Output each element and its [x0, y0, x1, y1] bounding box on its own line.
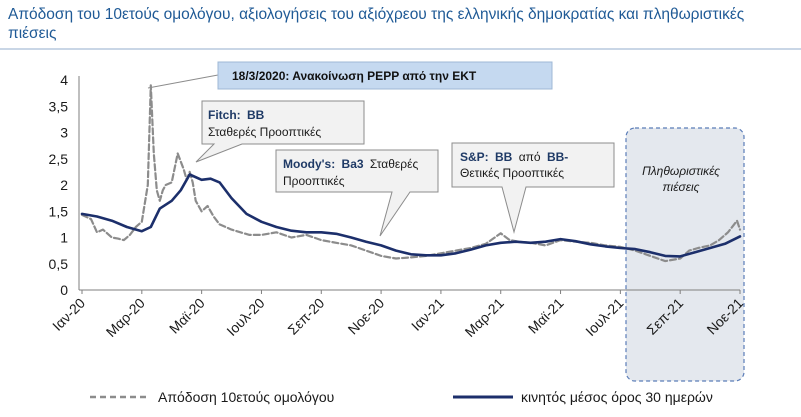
x-tick-label: Μαρ-21	[462, 295, 507, 340]
y-tick-label: 0,5	[49, 256, 69, 272]
x-tick-label: Σεπ-20	[284, 295, 327, 338]
x-tick-label: Μαϊ-20	[166, 295, 208, 337]
x-tick-label: Ιουλ-21	[582, 295, 626, 339]
svg-text:Moody's: Ba3 Σταθερές: Moody's: Ba3 Σταθερές	[283, 157, 418, 171]
fitch-outlook: Σταθερές Προοπτικές	[208, 125, 321, 139]
sp-agency: S&P:	[460, 150, 489, 164]
chart-series	[80, 84, 742, 263]
sp-from: από	[519, 150, 541, 164]
inflation-label-line2: πιέσεις	[663, 180, 700, 194]
moodys-agency: Moody's:	[283, 157, 335, 171]
x-tick-label: Μαϊ-21	[525, 295, 567, 337]
inflation-label-line1: Πληθωριστικές	[642, 164, 720, 178]
x-tick-label: Νοε-20	[345, 295, 388, 338]
sp-outlook: Θετικές Προοπτικές	[460, 166, 564, 180]
title-divider	[0, 48, 801, 50]
x-tick-label: Ιαν-21	[408, 295, 447, 334]
y-tick-label: 1,5	[49, 203, 69, 219]
pepp-callout-box	[217, 61, 553, 90]
moodys-callout-box	[275, 149, 439, 237]
moodys-outlook-word: Σταθερές	[370, 157, 419, 171]
y-tick-label: 3,5	[49, 98, 69, 114]
legend-ma-label: κινητός μέσος όρος 30 ημερών	[521, 389, 713, 405]
svg-text:Fitch: BB: Fitch: BB	[208, 108, 265, 122]
x-tick-label: Ιαν-20	[49, 295, 88, 334]
y-tick-label: 2	[60, 177, 68, 193]
y-axis-ticks: 0 0,5 1 1,5 2 2,5 3 3,5 4	[49, 72, 69, 298]
y-tick-label: 2,5	[49, 151, 69, 167]
moodys-rating: Ba3	[342, 157, 364, 171]
y-tick-label: 0	[60, 282, 68, 298]
y-tick-label: 3	[60, 125, 68, 141]
chart-title: Απόδοση του 10ετούς ομολόγου, αξιολογήσε…	[8, 6, 745, 42]
x-tick-label: Μαρ-20	[103, 295, 148, 340]
pepp-callout-text: 18/3/2020: Ανακοίνωση PEPP από την ΕΚΤ	[232, 69, 477, 83]
sp-callout-box	[451, 142, 615, 234]
fitch-agency: Fitch:	[208, 108, 241, 122]
fitch-callout-box	[195, 100, 365, 163]
sp-prev-rating: BB-	[547, 150, 568, 164]
svg-text:S&P: BB από BB-: S&P: BB από BB-	[460, 150, 568, 164]
sp-rating: BB	[495, 150, 513, 164]
moodys-outlook: Προοπτικές	[283, 174, 345, 188]
legend-yield-label: Απόδοση 10ετούς ομολόγου	[158, 389, 334, 405]
fitch-rating: BB	[247, 108, 265, 122]
y-tick-label: 4	[60, 72, 68, 88]
chart-axes	[78, 76, 740, 291]
y-tick-label: 1	[60, 230, 68, 246]
series-moving-average-line	[80, 173, 742, 258]
x-tick-label: Ιουλ-20	[223, 295, 267, 339]
pepp-leader-line	[147, 74, 219, 89]
